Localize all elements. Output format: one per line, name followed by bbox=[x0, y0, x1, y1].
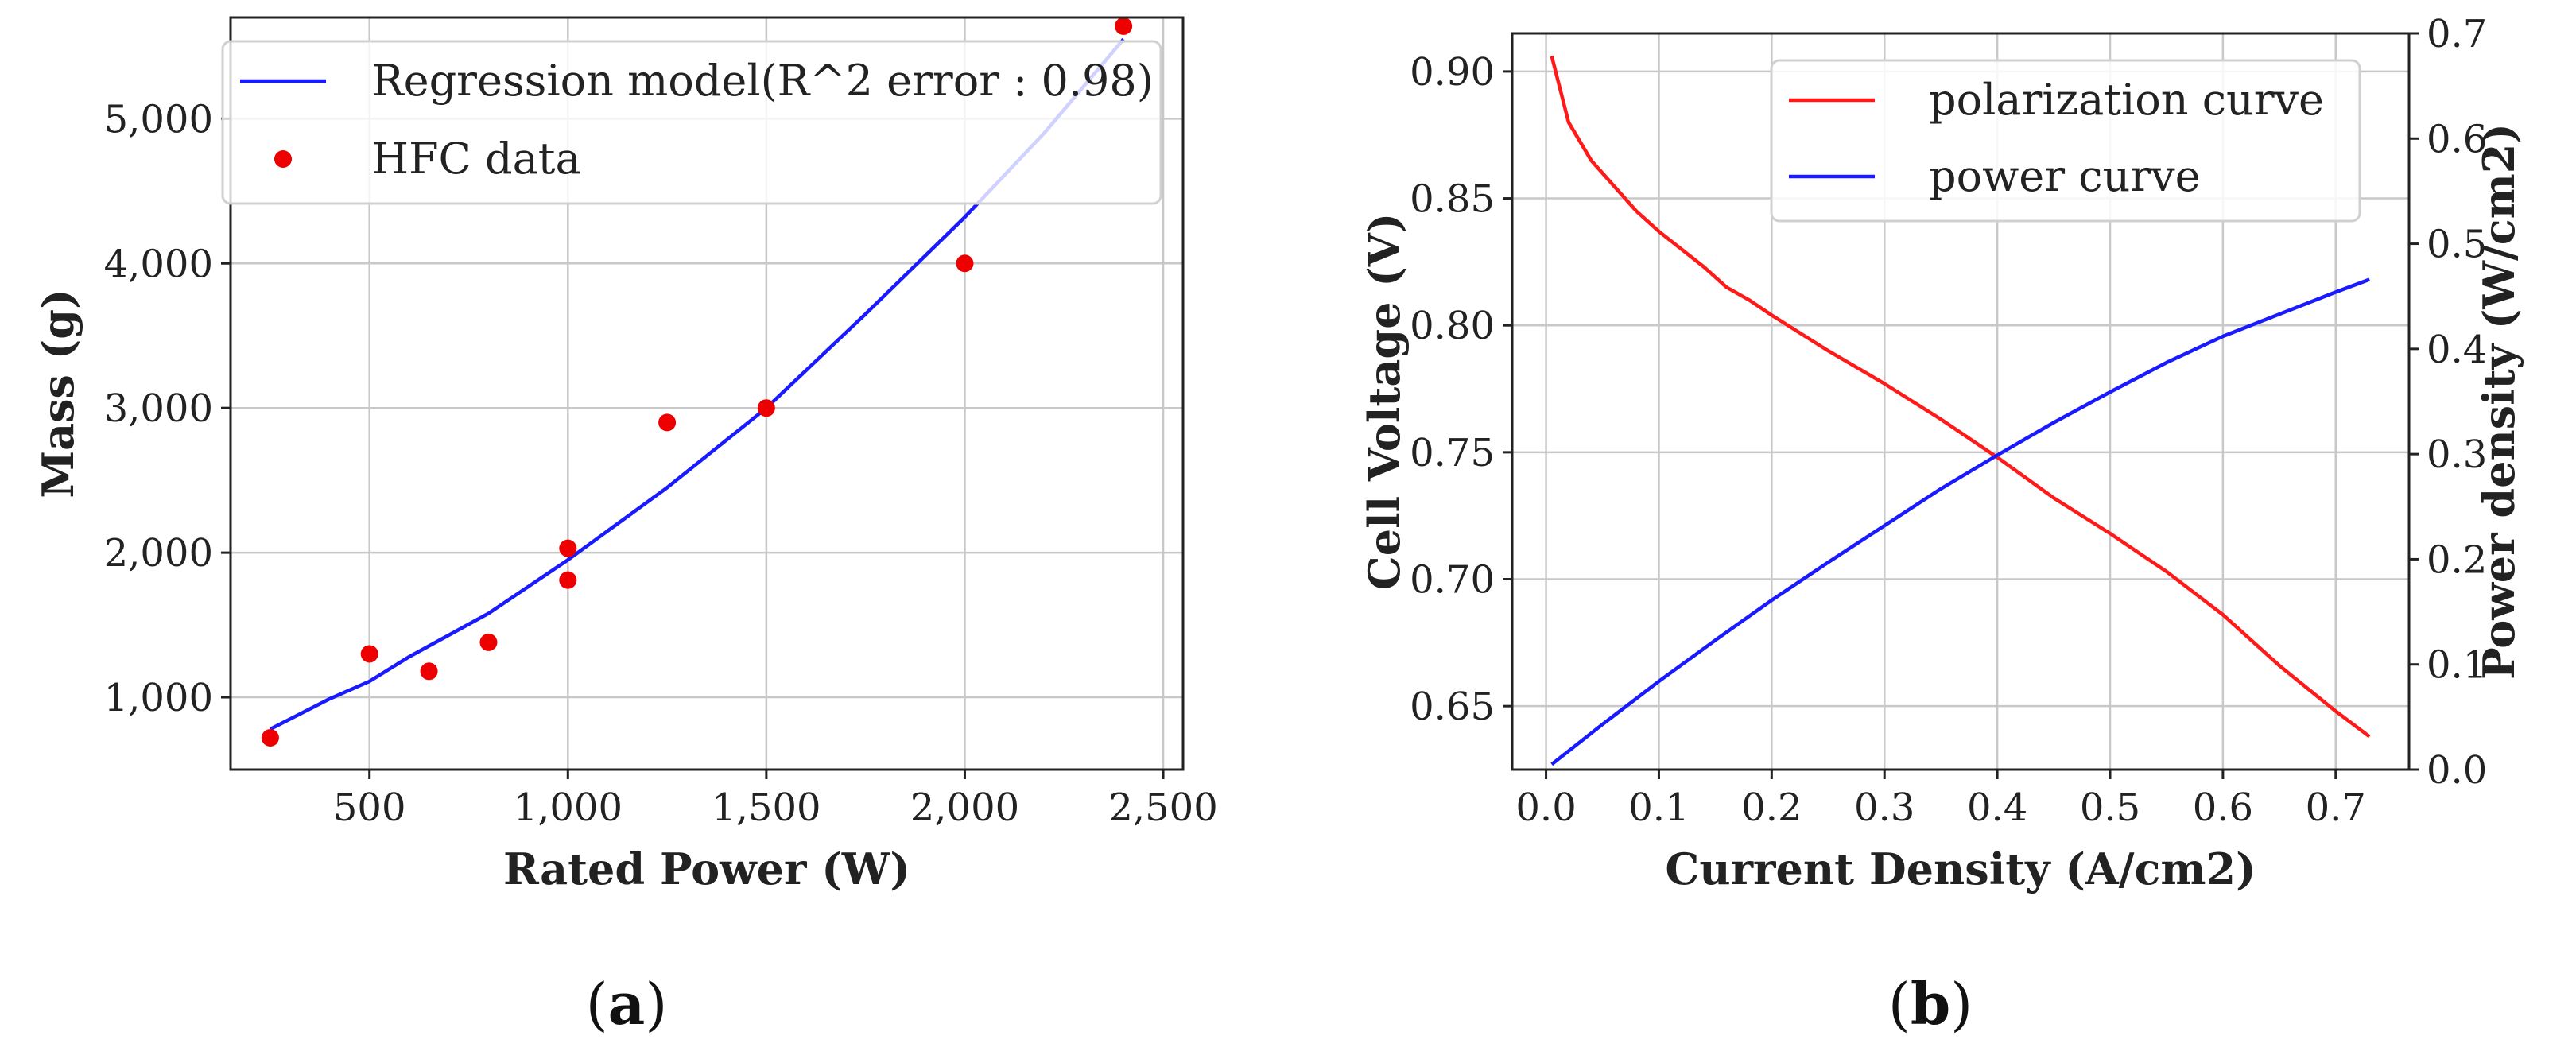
chart-a-x-tick-label: 500 bbox=[333, 786, 406, 830]
chart-b-y2-tick-label: 0.1 bbox=[2427, 643, 2487, 688]
chart-b-x-tick-label: 0.3 bbox=[1854, 786, 1915, 830]
chart-a: 500 1,000 1,500 2,000 2,500 1,000 2,000 3,000 4,… bbox=[33, 16, 1218, 1038]
chart-a-y-tick-label: 4,000 bbox=[104, 242, 213, 286]
chart-b-x-tick-label: 0.4 bbox=[1967, 786, 2027, 830]
chart-b-x-tick-label: 0.5 bbox=[2080, 786, 2140, 830]
chart-a-legend-label: HFC data bbox=[371, 134, 581, 184]
chart-a-plot-frame bbox=[229, 16, 1185, 771]
chart-b: 0.0 0.1 0.2 0.3 0.4 0.5 0.6 0.7 0.65 0.70 0.75 0.80… bbox=[1359, 12, 2524, 1038]
chart-b-x-tick-label: 0.7 bbox=[2306, 786, 2366, 830]
chart-a-data-point bbox=[956, 254, 974, 273]
chart-b-y2-tick-label: 0.5 bbox=[2427, 223, 2487, 267]
chart-a-data-point bbox=[479, 633, 498, 651]
chart-a-legend-box bbox=[221, 40, 1162, 205]
chart-b-power-line bbox=[1550, 277, 2371, 766]
chart-b-y2-tick-label: 0.3 bbox=[2427, 433, 2487, 477]
chart-a-y-tick-label: 1,000 bbox=[104, 676, 213, 720]
chart-b-x-axis-label: Current Density (A/cm2) bbox=[1665, 844, 2256, 894]
chart-a-data-point bbox=[757, 399, 775, 417]
chart-a-caption: (a) bbox=[586, 970, 668, 1038]
chart-a-x-tick-label: 1,500 bbox=[712, 786, 821, 830]
chart-b-x-tick-label: 0.6 bbox=[2193, 786, 2253, 830]
chart-a-x-axis-label: Rated Power (W) bbox=[503, 844, 910, 894]
chart-b-y2-tick-label: 0.0 bbox=[2427, 748, 2487, 793]
chart-a-legend-marker-swatch bbox=[274, 150, 292, 168]
chart-b-y-tick-label: 0.65 bbox=[1410, 685, 1495, 729]
chart-b-legend-box bbox=[1770, 59, 2361, 223]
chart-a-y-axis-label: Mass (g) bbox=[33, 289, 83, 498]
chart-b-legend: polarization curve power curve bbox=[1770, 59, 2361, 223]
chart-a-data-point bbox=[420, 662, 438, 681]
chart-b-y2-tick-label: 0.6 bbox=[2427, 117, 2487, 161]
chart-a-data-point bbox=[559, 539, 577, 557]
chart-b-caption: (b) bbox=[1888, 970, 1973, 1038]
chart-b-y-tick-label: 0.75 bbox=[1410, 431, 1495, 475]
chart-a-data-point bbox=[360, 645, 378, 663]
chart-b-y2-tick-label: 0.4 bbox=[2427, 328, 2487, 372]
chart-a-data-point bbox=[559, 571, 577, 589]
chart-a-x-tick-label: 2,500 bbox=[1108, 786, 1217, 830]
chart-a-x-tick-label: 1,000 bbox=[514, 786, 623, 830]
chart-b-x-tick-label: 0.2 bbox=[1741, 786, 1802, 830]
chart-a-data-point bbox=[261, 728, 279, 747]
chart-b-y-tick-label: 0.80 bbox=[1410, 304, 1495, 348]
chart-a-y-tick-label: 5,000 bbox=[104, 97, 213, 142]
chart-b-polarization-line bbox=[1550, 56, 2371, 739]
chart-b-series bbox=[1550, 56, 2371, 766]
chart-b-y-tick-label: 0.85 bbox=[1410, 177, 1495, 222]
chart-a-x-tick-label: 2,000 bbox=[910, 786, 1019, 830]
chart-b-y2-tick-label: 0.2 bbox=[2427, 537, 2487, 582]
chart-a-data-point bbox=[1115, 17, 1133, 35]
chart-b-plot-frame bbox=[1511, 32, 2411, 771]
chart-a-y-tick-label: 3,000 bbox=[104, 386, 213, 431]
chart-b-y2-axis-label: Power density (W/cm2) bbox=[2473, 123, 2524, 680]
chart-b-y-tick-label: 0.70 bbox=[1410, 558, 1495, 603]
chart-b-y-tick-label: 0.90 bbox=[1410, 50, 1495, 95]
chart-b-legend-label: power curve bbox=[1929, 151, 2201, 201]
chart-a-ticks: 500 1,000 1,500 2,000 2,500 1,000 2,000 3,000 4,… bbox=[104, 97, 1218, 830]
chart-b-x-tick-label: 0.1 bbox=[1628, 786, 1689, 830]
chart-b-ticks: 0.0 0.1 0.2 0.3 0.4 0.5 0.6 0.7 0.65 0.70 0.75 0.80… bbox=[1410, 12, 2487, 830]
chart-a-legend-label: Regression model(R^2 error : 0.98) bbox=[371, 56, 1154, 106]
chart-b-y2-tick-label: 0.7 bbox=[2427, 12, 2487, 56]
chart-b-y-axis-label: Cell Voltage (V) bbox=[1359, 213, 1410, 590]
chart-a-legend: Regression model(R^2 error : 0.98) HFC da… bbox=[221, 40, 1162, 205]
chart-b-legend-label: polarization curve bbox=[1929, 75, 2324, 125]
chart-a-data-point bbox=[658, 413, 677, 432]
chart-b-x-tick-label: 0.0 bbox=[1515, 786, 1576, 830]
chart-a-y-tick-label: 2,000 bbox=[104, 531, 213, 576]
